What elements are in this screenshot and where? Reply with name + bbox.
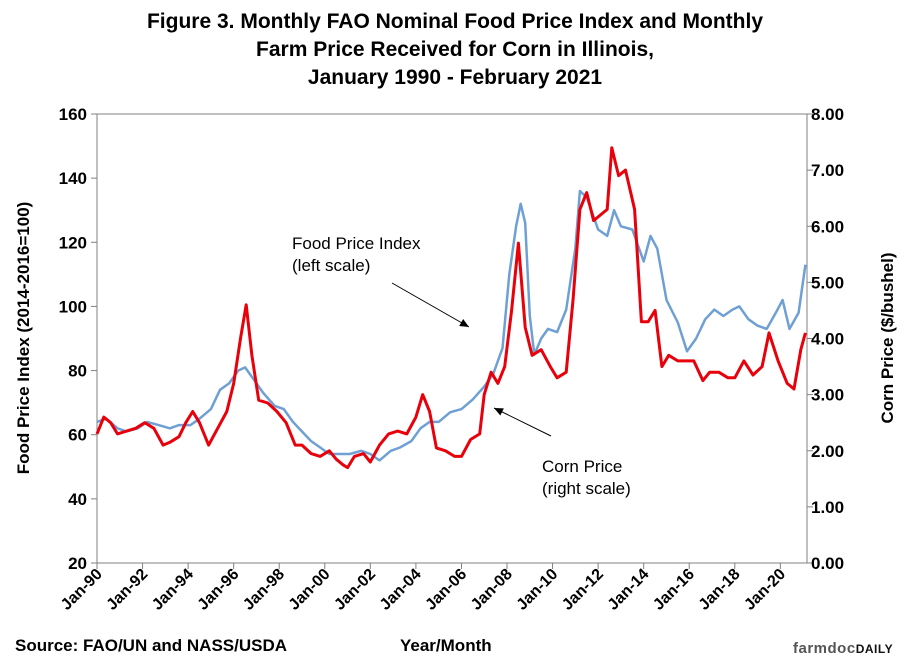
x-axis-tick-label: Jan-06 xyxy=(422,566,470,614)
x-axis-tick-label: Jan-92 xyxy=(104,566,152,614)
right-axis-tick-label: 6.00 xyxy=(811,217,844,236)
left-axis-tick-label: 40 xyxy=(68,490,87,509)
corn-price-annotation-line-1: Corn Price xyxy=(542,457,623,476)
left-axis-tick-label: 60 xyxy=(68,426,87,445)
right-axis-tick-label: 1.00 xyxy=(811,498,844,517)
corn-price-annotation: Corn Price (right scale) xyxy=(542,456,631,500)
x-axis-tick-label: Jan-04 xyxy=(377,566,425,614)
right-axis-tick-label: 5.00 xyxy=(811,273,844,292)
corn-price-arrow-head xyxy=(494,408,504,416)
food-price-index-annotation: Food Price Index (left scale) xyxy=(292,233,421,277)
chart-title-line-2: Farm Price Received for Corn in Illinois… xyxy=(256,38,654,61)
x-axis-tick-label: Jan-20 xyxy=(741,566,789,614)
x-axis-tick-label: Jan-98 xyxy=(240,566,288,614)
food-price-index-annotation-line-2: (left scale) xyxy=(292,256,371,275)
chart-title: Figure 3. Monthly FAO Nominal Food Price… xyxy=(0,8,910,92)
food-price-index-arrow xyxy=(391,282,470,328)
left-axis-tick-label: 100 xyxy=(59,297,87,316)
right-axis-tick-label: 3.00 xyxy=(811,386,844,405)
x-axis-tick-label: Jan-10 xyxy=(514,566,562,614)
left-axis-tick-label: 120 xyxy=(59,233,87,252)
plot-area xyxy=(96,113,808,564)
corn-price-annotation-line-2: (right scale) xyxy=(542,479,631,498)
x-axis-tick-label: Jan-94 xyxy=(149,566,197,614)
right-axis-tick-label: 7.00 xyxy=(811,161,844,180)
left-axis-tick-label: 160 xyxy=(59,105,87,124)
corn-price-arrow xyxy=(493,407,552,437)
source-note: Source: FAO/UN and NASS/USDA xyxy=(15,636,288,655)
right-axis-title: Corn Price ($/bushel) xyxy=(878,253,897,424)
corn-price-line xyxy=(95,146,807,470)
chart-title-line-3: January 1990 - February 2021 xyxy=(307,66,603,89)
food-price-index-line xyxy=(96,189,807,462)
x-axis-tick-label: Jan-18 xyxy=(696,566,744,614)
x-axis-tick-label: Jan-96 xyxy=(195,566,243,614)
food-price-index-arrow-head xyxy=(459,319,469,327)
left-axis-tick-label: 80 xyxy=(68,362,87,381)
right-axis-tick-label: 0.00 xyxy=(811,554,844,573)
right-axis-tick-label: 2.00 xyxy=(811,442,844,461)
x-axis-tick-label: Jan-16 xyxy=(650,566,698,614)
x-axis-tick-label: Jan-08 xyxy=(468,566,516,614)
brand-logo-part1: farmdoc xyxy=(793,640,856,657)
x-axis-tick-label: Jan-12 xyxy=(559,566,607,614)
right-axis-tick-label: 4.00 xyxy=(811,330,844,349)
left-axis-tick-label: 20 xyxy=(68,554,87,573)
x-axis-tick-label: Jan-14 xyxy=(605,566,653,614)
x-axis-tick-label: Jan-02 xyxy=(331,566,379,614)
x-axis-title: Year/Month xyxy=(400,636,492,655)
chart-title-line-1: Figure 3. Monthly FAO Nominal Food Price… xyxy=(146,10,764,33)
left-axis-title: Food Price Index (2014-2016=100) xyxy=(14,202,33,475)
right-axis-tick-label: 8.00 xyxy=(811,105,844,124)
left-axis-tick-label: 140 xyxy=(59,169,87,188)
x-axis-tick-label: Jan-00 xyxy=(286,566,334,614)
food-price-index-annotation-line-1: Food Price Index xyxy=(292,234,421,253)
brand-logo: farmdocDAILY xyxy=(793,640,893,657)
brand-logo-part2: DAILY xyxy=(855,642,894,656)
